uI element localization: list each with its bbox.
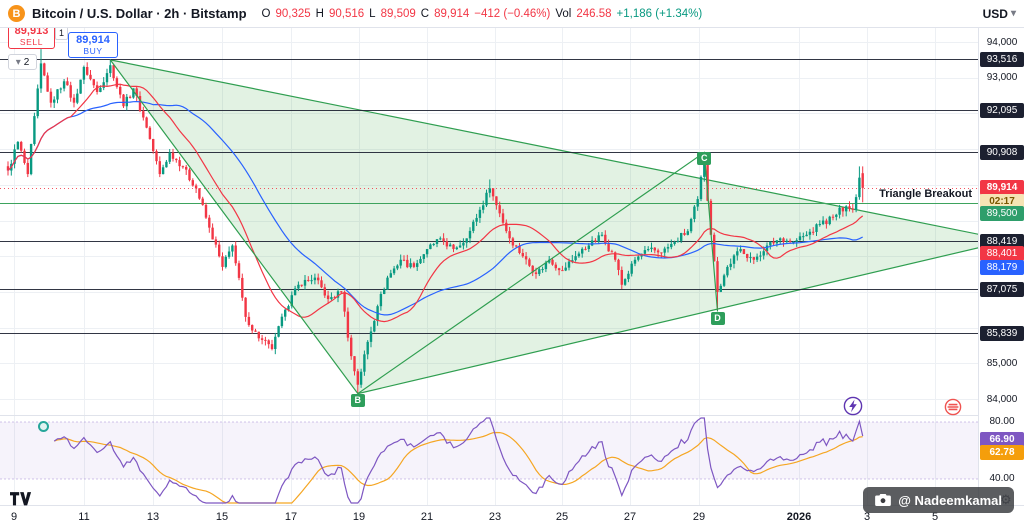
ma-slow-line <box>7 100 863 316</box>
open-label: O <box>261 7 271 20</box>
low-label: L <box>369 7 376 20</box>
price-tag-plain: 84,000 <box>986 393 1018 405</box>
volume-value: 246.58 <box>576 7 612 20</box>
price-tag-level: 85,839 <box>980 325 1024 341</box>
chevron-down-icon: ▾ <box>1010 8 1016 19</box>
rsi-signal-line <box>53 431 863 504</box>
candlesticks <box>6 49 864 394</box>
time-label: 15 <box>215 511 229 523</box>
ohlc-readout: O 90,325 H 90,516 L 89,509 C 89,914 −412… <box>262 8 703 20</box>
price-tag-level: 93,516 <box>980 51 1024 67</box>
price-tag-ma-blue: 88,179 <box>980 260 1024 276</box>
buy-price: 89,914 <box>76 34 110 46</box>
price-tag-ma-red: 88,401 <box>980 246 1024 262</box>
ma-fast-line <box>7 83 864 323</box>
change-value: −412 (−0.46%) <box>474 7 551 20</box>
time-label: 5 <box>931 511 939 523</box>
rsi-pane[interactable] <box>0 415 978 505</box>
high-value: 90,516 <box>328 7 365 20</box>
price-tag-countdown: 02:17 <box>980 194 1024 210</box>
volume-change: +1,186 (+1.34%) <box>616 7 703 20</box>
camera-icon <box>875 494 892 506</box>
time-label: 25 <box>555 511 569 523</box>
high-label: H <box>315 7 324 20</box>
time-label: 9 <box>10 511 18 523</box>
pattern-point-B[interactable]: B <box>350 394 365 408</box>
buy-label: BUY <box>83 46 103 56</box>
time-label: 3 <box>863 511 871 523</box>
time-label: 19 <box>352 511 366 523</box>
time-label: 13 <box>146 511 160 523</box>
currency-selector[interactable]: USD ▾ <box>983 7 1016 21</box>
symbol-toolbar: B Bitcoin / U.S. Dollar · 2h · Bitstamp … <box>0 0 1024 28</box>
time-label: 29 <box>692 511 706 523</box>
price-tag-rsi: 66.90 <box>980 432 1024 448</box>
price-tag-last: 89,914 <box>980 180 1024 196</box>
rsi-band <box>0 422 978 479</box>
pattern-point-D[interactable]: D <box>710 312 725 325</box>
sell-label: SELL <box>19 37 44 47</box>
abcd-zigzag <box>109 59 719 395</box>
breakout-annotation[interactable]: Triangle Breakout <box>879 188 972 200</box>
price-pane[interactable] <box>0 28 978 415</box>
lightning-icon[interactable] <box>843 396 863 421</box>
price-tag-plain: 40.00 <box>989 472 1015 484</box>
price-tag-plain: 94,000 <box>986 36 1018 48</box>
price-tag-plain: 93,000 <box>986 72 1018 84</box>
price-tag-level: 90,908 <box>980 144 1024 160</box>
chevron-down-icon: ▾ <box>15 56 21 68</box>
price-tag-level: 87,075 <box>980 281 1024 297</box>
currency-label: USD <box>982 6 1008 21</box>
price-tag-plain: 85,000 <box>986 357 1018 369</box>
time-label: 27 <box>623 511 637 523</box>
price-tag-level: 88,419 <box>980 233 1024 249</box>
rsi-line <box>53 417 864 504</box>
chart-area: 94,000 93,516 93,000 92,095 90,908 89,914 02:1… <box>0 23 1024 527</box>
interval-value: 2 <box>23 56 30 68</box>
symbol-title[interactable]: Bitcoin / U.S. Dollar · 2h · Bitstamp <box>32 6 247 21</box>
close-label: C <box>420 7 430 20</box>
watermark: @ Nadeemkamal <box>863 487 1014 513</box>
open-value: 90,325 <box>275 7 311 20</box>
time-label: 21 <box>420 511 434 523</box>
badge-icon[interactable] <box>944 398 962 421</box>
price-tag-rsi-signal: 62.78 <box>980 445 1024 460</box>
close-value: 89,914 <box>434 7 470 20</box>
time-label: 17 <box>284 511 298 523</box>
price-tag-alert: 89,500 <box>980 206 1024 222</box>
time-label: 11 <box>78 511 90 523</box>
sell-price: 89,913 <box>14 25 49 37</box>
watermark-text: @ Nadeemkamal <box>898 492 1002 508</box>
volume-label: Vol <box>555 7 572 20</box>
time-label: 23 <box>488 511 502 523</box>
bitcoin-icon: B <box>8 5 25 22</box>
spread-value: 1 <box>55 26 68 40</box>
grid <box>0 28 978 415</box>
time-axis[interactable]: 9 11 13 15 17 19 21 23 25 27 29 2026 3 5 <box>0 505 1024 527</box>
indicator-icon <box>38 421 49 432</box>
low-value: 89,509 <box>380 7 416 20</box>
time-label: 2026 <box>786 511 812 523</box>
price-axis[interactable]: 94,000 93,516 93,000 92,095 90,908 89,914 02:1… <box>978 28 1024 505</box>
tradingview-logo[interactable] <box>10 492 32 511</box>
pattern-point-C[interactable]: C <box>697 151 712 165</box>
buy-button[interactable]: 89,914 BUY <box>68 32 118 58</box>
price-tag-plain: 80.00 <box>989 415 1015 427</box>
price-tag-level: 92,095 <box>980 102 1024 118</box>
triangle-pattern <box>110 59 978 395</box>
interval-dropdown[interactable]: ▾ 2 <box>8 54 37 70</box>
